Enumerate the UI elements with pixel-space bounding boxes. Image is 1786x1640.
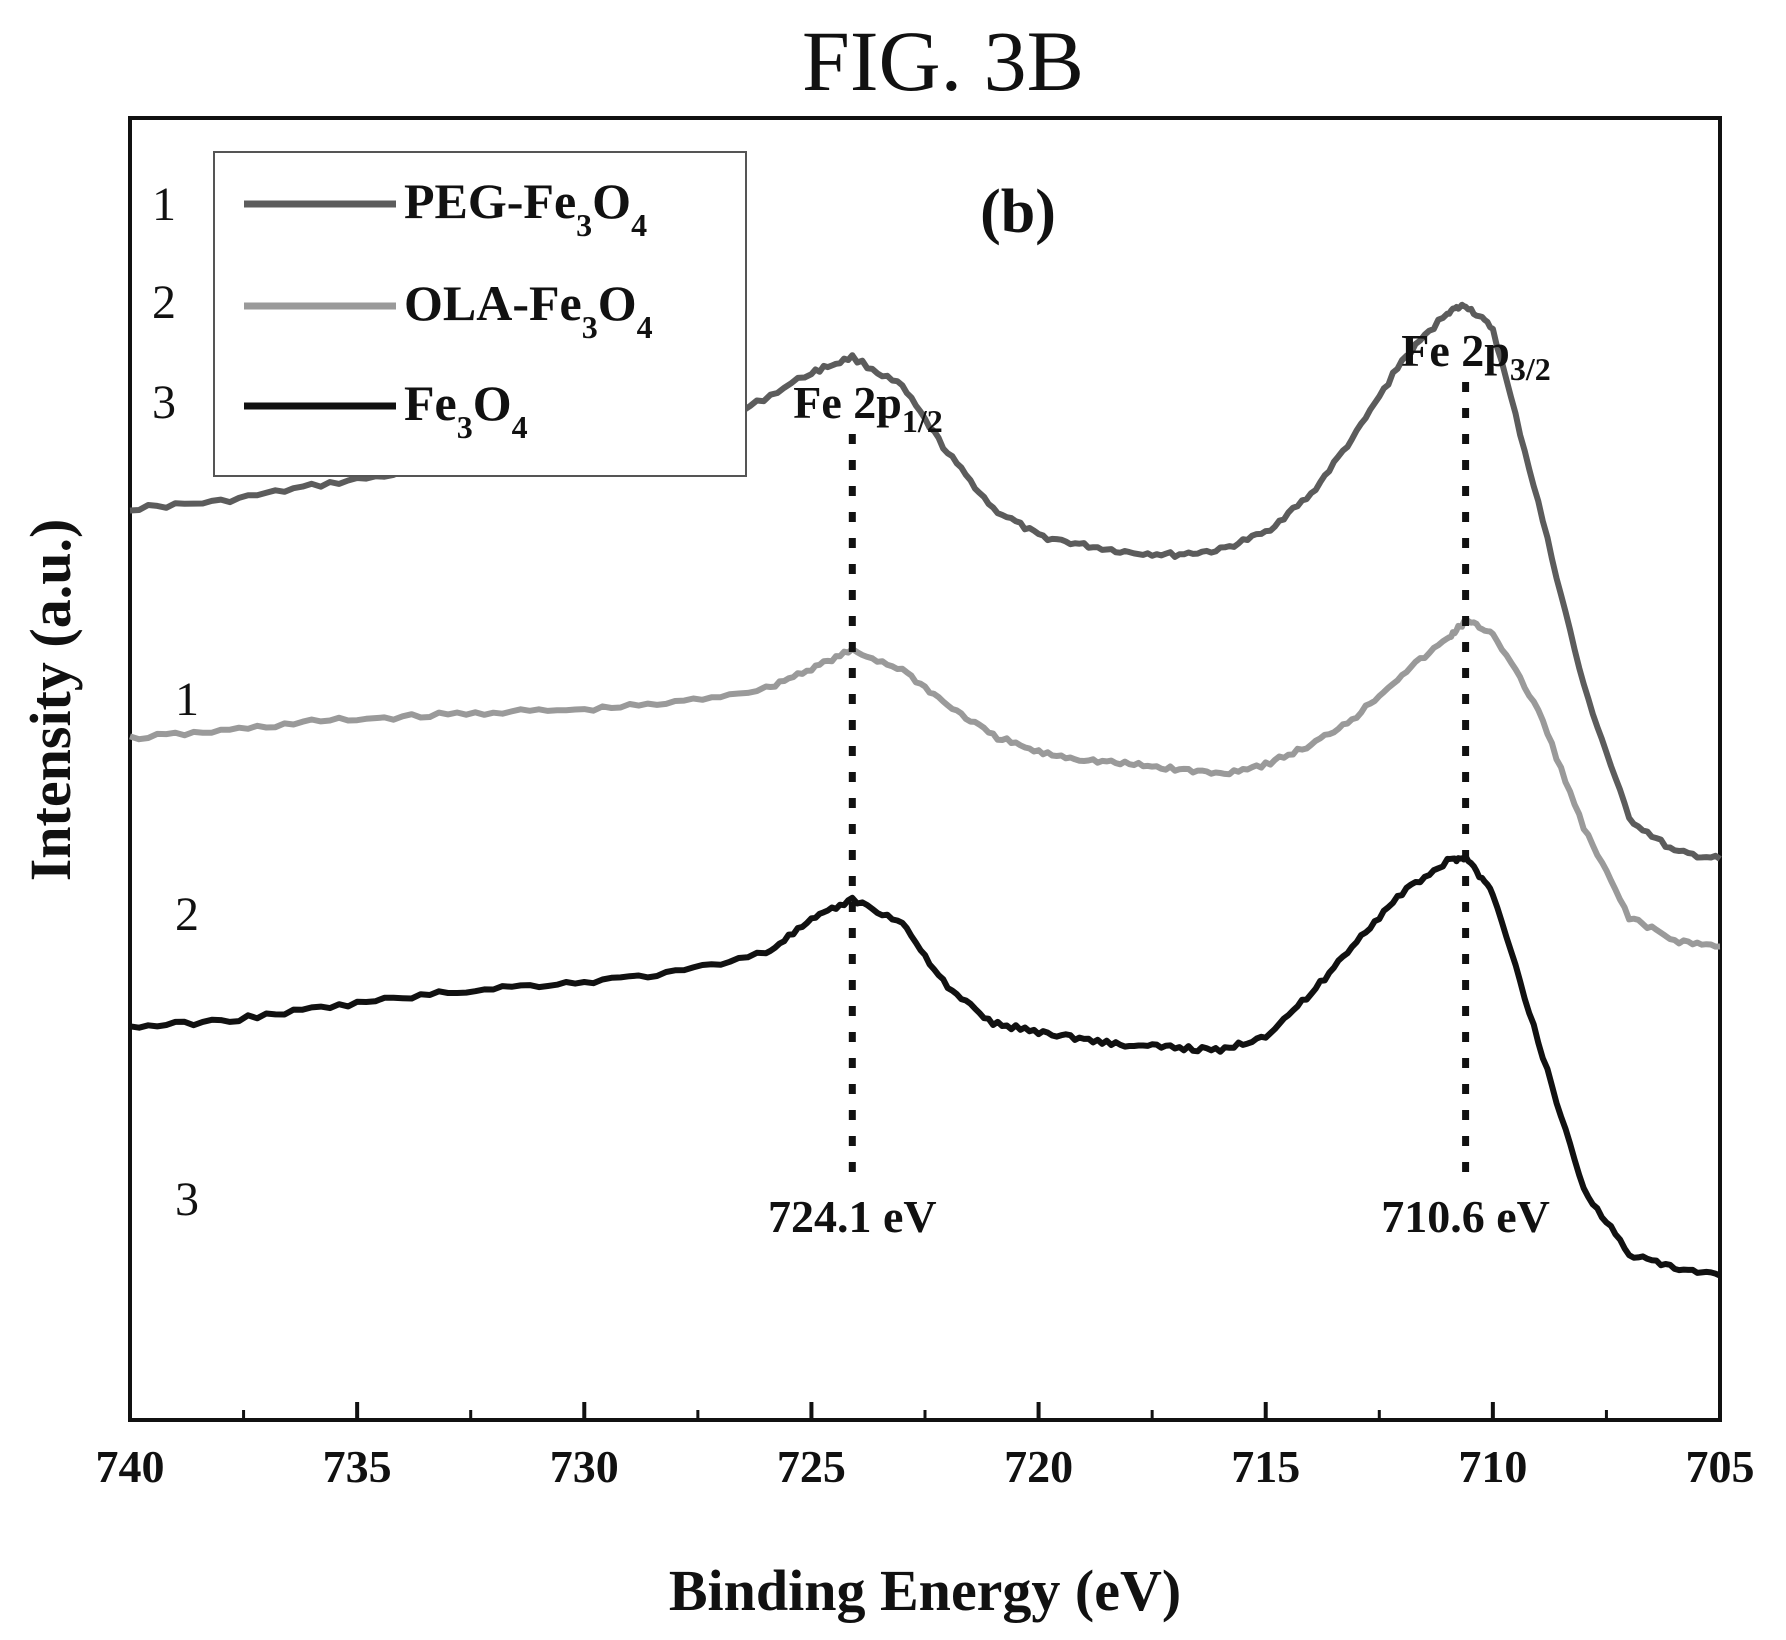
- series-number-3: 3: [175, 1173, 199, 1226]
- series-number-1: 1: [175, 673, 199, 726]
- series-line-3: [129, 853, 1722, 1279]
- legend-label-part: O: [598, 275, 637, 331]
- peak-label-base: Fe 2p: [793, 377, 902, 428]
- peak-value-label: 710.6 eV: [1381, 1191, 1550, 1242]
- legend-label: Fe3O4: [404, 375, 528, 445]
- legend-label-part: O: [473, 375, 512, 431]
- legend-label-subscript: 3: [457, 409, 473, 445]
- peak-label: Fe 2p3/2: [1401, 325, 1551, 387]
- peak-label-subscript: 1/2: [902, 403, 943, 439]
- legend-number: 3: [152, 376, 176, 429]
- x-tick-label: 730: [550, 1441, 619, 1492]
- x-tick-label: 735: [323, 1441, 392, 1492]
- legend-label-subscript: 3: [576, 207, 592, 243]
- peak-label: Fe 2p1/2: [793, 377, 943, 439]
- legend-label: PEG-Fe3O4: [404, 173, 647, 243]
- legend-label-part: OLA-Fe: [404, 275, 582, 331]
- peak-label-base: Fe 2p: [1401, 325, 1510, 376]
- x-axis-label: Binding Energy (eV): [669, 1558, 1181, 1623]
- x-axis-tick-labels: 740 735 730 725 720 715 710 705: [96, 1441, 1755, 1492]
- legend-label-part: Fe: [404, 375, 457, 431]
- series-line-2: [129, 616, 1721, 950]
- legend-label: OLA-Fe3O4: [404, 275, 653, 345]
- series-numbers: 1 2 3: [175, 673, 199, 1226]
- legend-label-part: O: [592, 173, 631, 229]
- legend-label-subscript: 4: [631, 207, 647, 243]
- x-tick-label: 740: [96, 1441, 165, 1492]
- x-tick-label: 725: [777, 1441, 846, 1492]
- x-tick-label: 715: [1231, 1441, 1300, 1492]
- legend-label-subscript: 4: [637, 309, 653, 345]
- x-tick-label: 705: [1686, 1441, 1755, 1492]
- peak-label-subscript: 3/2: [1510, 351, 1551, 387]
- legend-label-subscript: 4: [512, 409, 528, 445]
- peak-value-label: 724.1 eV: [768, 1191, 937, 1242]
- panel-label: (b): [980, 178, 1056, 246]
- x-tick-label: 710: [1458, 1441, 1527, 1492]
- x-tick-label: 720: [1004, 1441, 1073, 1492]
- x-axis-ticks: [128, 1402, 1722, 1420]
- figure-label: FIG. 3B: [802, 13, 1084, 109]
- legend-number: 2: [152, 276, 176, 329]
- series-number-2: 2: [175, 888, 199, 941]
- y-axis-label: Intensity (a.u.): [18, 519, 83, 882]
- legend-label-part: PEG-Fe: [404, 173, 576, 229]
- legend-label-subscript: 3: [582, 309, 598, 345]
- legend-number: 1: [152, 178, 176, 231]
